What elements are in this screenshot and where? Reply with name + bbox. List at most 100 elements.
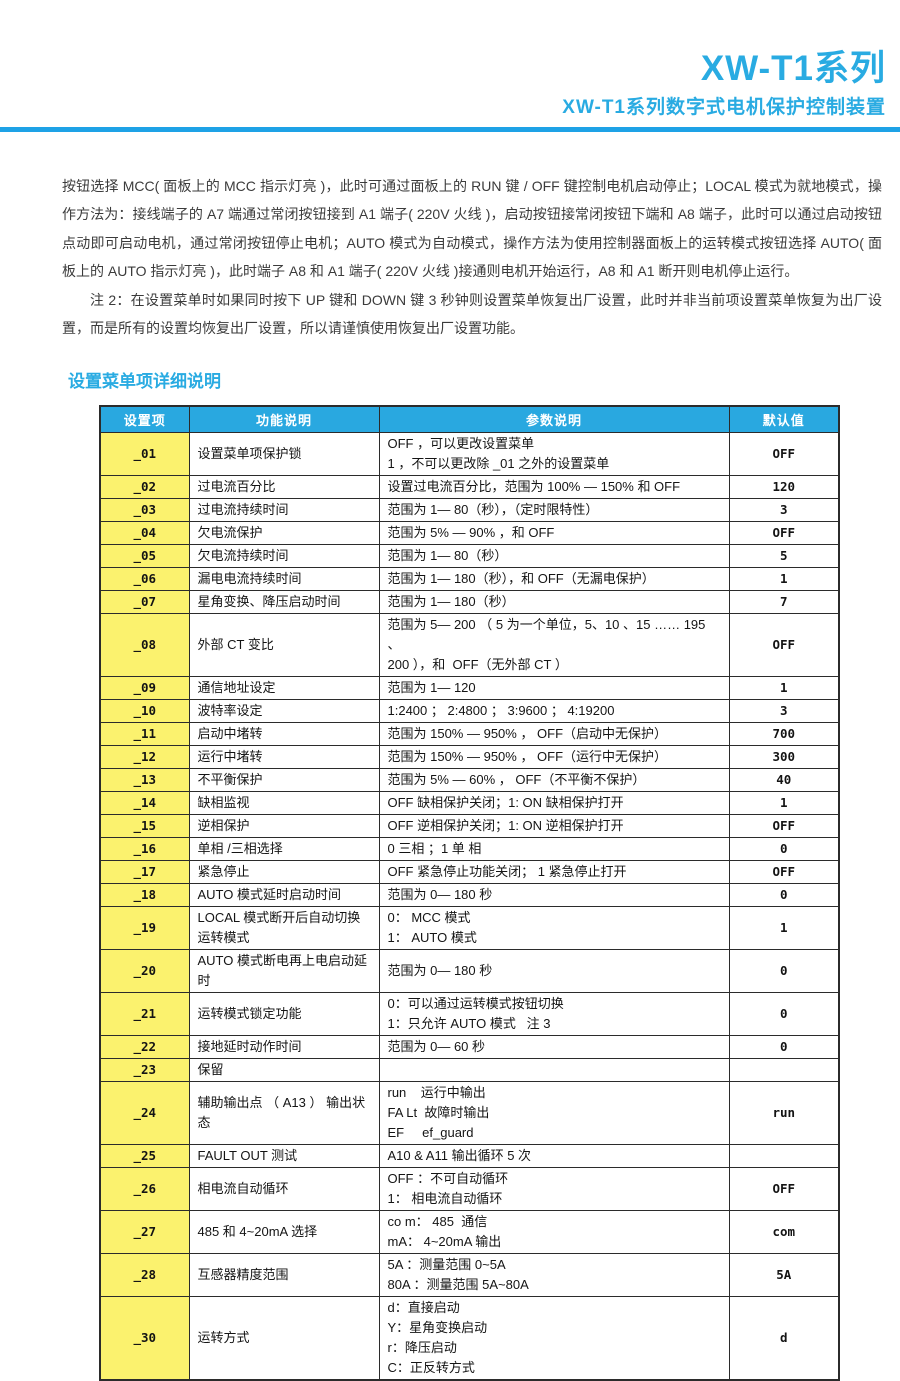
note2-paragraph: 注 2：在设置菜单时如果同时按下 UP 键和 DOWN 键 3 秒钟则设置菜单恢… bbox=[62, 291, 882, 337]
function-description-cell: 运转方式 bbox=[188, 1295, 380, 1380]
table-row: _05 欠电流持续时间 范围为 1— 80（秒） 5 bbox=[99, 543, 840, 568]
table-row: _26 相电流自动循环 OFF ：不可自动循环 1： 相电流自动循环 OFF bbox=[99, 1166, 840, 1211]
parameter-description-cell: 设置过电流百分比，范围为 100% — 150% 和 OFF bbox=[378, 474, 730, 499]
parameter-description-cell: 0 三相 ；1 单 相 bbox=[378, 836, 730, 861]
function-description-cell: 紧急停止 bbox=[188, 859, 380, 884]
setting-item-cell: _05 bbox=[99, 543, 190, 568]
table-row: _12 运行中堵转 范围为 150% — 950% ， OFF（运行中无保护） … bbox=[99, 744, 840, 769]
default-value-cell: 0 bbox=[728, 1034, 840, 1059]
default-value-cell: 0 bbox=[728, 991, 840, 1036]
col-header-setting-item: 设置项 bbox=[99, 405, 190, 433]
default-value-cell: 40 bbox=[728, 767, 840, 792]
table-body: _01 设置菜单项保护锁 OFF ，可以更改设置菜单 1 ，不可以更改除 _01… bbox=[99, 431, 840, 1380]
setting-item-cell: _01 bbox=[99, 431, 190, 476]
parameter-description-cell: 范围为 0— 180 秒 bbox=[378, 882, 730, 907]
col-header-parameters: 参数说明 bbox=[378, 405, 730, 433]
setting-item-cell: _13 bbox=[99, 767, 190, 792]
table-row: _09 通信地址设定 范围为 1— 120 1 bbox=[99, 675, 840, 700]
default-value-cell: 7 bbox=[728, 589, 840, 614]
setting-item-cell: _27 bbox=[99, 1209, 190, 1254]
table-row: _19 LOCAL 模式断开后自动切换运转模式 0： MCC 模式 1： AUT… bbox=[99, 905, 840, 950]
default-value-cell: 1 bbox=[728, 905, 840, 950]
function-description-cell: 保留 bbox=[188, 1057, 380, 1082]
table-row: _11 启动中堵转 范围为 150% — 950% ， OFF（启动中无保护） … bbox=[99, 721, 840, 746]
parameter-description-cell: 1:2400 ； 2:4800 ； 3:9600 ； 4:19200 bbox=[378, 698, 730, 723]
setting-item-cell: _30 bbox=[99, 1295, 190, 1380]
parameter-description-cell: 范围为 150% — 950% ， OFF（运行中无保护） bbox=[378, 744, 730, 769]
setting-item-cell: _18 bbox=[99, 882, 190, 907]
setting-item-cell: _22 bbox=[99, 1034, 190, 1059]
table-row: _08 外部 CT 变比 范围为 5— 200 （ 5 为一个单位，5、10 、… bbox=[99, 612, 840, 677]
setting-item-cell: _02 bbox=[99, 474, 190, 499]
parameter-description-cell: 5A ：测量范围 0~5A 80A ：测量范围 5A~80A bbox=[378, 1252, 730, 1297]
function-description-cell: 运行中堵转 bbox=[188, 744, 380, 769]
table-row: _25 FAULT OUT 测试 A10 & A11 输出循环 5 次 bbox=[99, 1143, 840, 1168]
default-value-cell: 700 bbox=[728, 721, 840, 746]
table-row: _07 星角变换、降压启动时间 范围为 1— 180（秒） 7 bbox=[99, 589, 840, 614]
table-row: _10 波特率设定 1:2400 ； 2:4800 ； 3:9600 ； 4:1… bbox=[99, 698, 840, 723]
setting-item-cell: _24 bbox=[99, 1080, 190, 1145]
parameter-description-cell: 范围为 1— 120 bbox=[378, 675, 730, 700]
setting-item-cell: _12 bbox=[99, 744, 190, 769]
setting-item-cell: _26 bbox=[99, 1166, 190, 1211]
setting-item-cell: _20 bbox=[99, 948, 190, 993]
function-description-cell: 互感器精度范围 bbox=[188, 1252, 380, 1297]
setting-item-cell: _09 bbox=[99, 675, 190, 700]
function-description-cell: 漏电电流持续时间 bbox=[188, 566, 380, 591]
table-row: _28 互感器精度范围 5A ：测量范围 0~5A 80A ：测量范围 5A~8… bbox=[99, 1252, 840, 1297]
function-description-cell: 欠电流保护 bbox=[188, 520, 380, 545]
parameter-description-cell: OFF ，可以更改设置菜单 1 ，不可以更改除 _01 之外的设置菜单 bbox=[378, 431, 730, 476]
function-description-cell: FAULT OUT 测试 bbox=[188, 1143, 380, 1168]
table-row: _03 过电流持续时间 范围为 1— 80（秒），（定时限特性） 3 bbox=[99, 497, 840, 522]
parameter-description-cell: 范围为 5% — 60% ， OFF（不平衡不保护） bbox=[378, 767, 730, 792]
setting-item-cell: _15 bbox=[99, 813, 190, 838]
setting-item-cell: _25 bbox=[99, 1143, 190, 1168]
default-value-cell bbox=[728, 1057, 840, 1082]
function-description-cell: 缺相监视 bbox=[188, 790, 380, 815]
table-row: _06 漏电电流持续时间 范围为 1— 180（秒），和 OFF（无漏电保护） … bbox=[99, 566, 840, 591]
section-title: 设置菜单项详细说明 bbox=[68, 371, 221, 391]
default-value-cell: 3 bbox=[728, 497, 840, 522]
table-row: _04 欠电流保护 范围为 5% — 90% ，和 OFF OFF bbox=[99, 520, 840, 545]
table-row: _13 不平衡保护 范围为 5% — 60% ， OFF（不平衡不保护） 40 bbox=[99, 767, 840, 792]
parameter-description-cell: 范围为 5— 200 （ 5 为一个单位，5、10 、15 …… 195 、 2… bbox=[378, 612, 730, 677]
table-row: _01 设置菜单项保护锁 OFF ，可以更改设置菜单 1 ，不可以更改除 _01… bbox=[99, 431, 840, 476]
default-value-cell: 300 bbox=[728, 744, 840, 769]
default-value-cell: 0 bbox=[728, 948, 840, 993]
table-row: _15 逆相保护 OFF 逆相保护关闭；1: ON 逆相保护打开 OFF bbox=[99, 813, 840, 838]
default-value-cell: 0 bbox=[728, 836, 840, 861]
default-value-cell: 1 bbox=[728, 566, 840, 591]
function-description-cell: 逆相保护 bbox=[188, 813, 380, 838]
default-value-cell: 3 bbox=[728, 698, 840, 723]
table-row: _24 辅助输出点 （ A13 ） 输出状态 run 运行中输出 FA Lt 故… bbox=[99, 1080, 840, 1145]
function-description-cell: 过电流持续时间 bbox=[188, 497, 380, 522]
parameter-description-cell: 范围为 150% — 950% ， OFF（启动中无保护） bbox=[378, 721, 730, 746]
parameter-description-cell: 范围为 0— 180 秒 bbox=[378, 948, 730, 993]
parameter-description-cell: OFF 缺相保护关闭；1: ON 缺相保护打开 bbox=[378, 790, 730, 815]
parameter-description-cell: OFF 紧急停止功能关闭； 1 紧急停止打开 bbox=[378, 859, 730, 884]
setting-item-cell: _04 bbox=[99, 520, 190, 545]
default-value-cell: OFF bbox=[728, 612, 840, 677]
function-description-cell: 不平衡保护 bbox=[188, 767, 380, 792]
default-value-cell: OFF bbox=[728, 813, 840, 838]
setting-item-cell: _16 bbox=[99, 836, 190, 861]
default-value-cell bbox=[728, 1143, 840, 1168]
setting-item-cell: _21 bbox=[99, 991, 190, 1036]
parameter-description-cell bbox=[378, 1057, 730, 1082]
setting-item-cell: _19 bbox=[99, 905, 190, 950]
default-value-cell: 1 bbox=[728, 790, 840, 815]
default-value-cell: 1 bbox=[728, 675, 840, 700]
function-description-cell: 星角变换、降压启动时间 bbox=[188, 589, 380, 614]
parameter-description-cell: 范围为 1— 180（秒），和 OFF（无漏电保护） bbox=[378, 566, 730, 591]
table-row: _14 缺相监视 OFF 缺相保护关闭；1: ON 缺相保护打开 1 bbox=[99, 790, 840, 815]
setting-item-cell: _06 bbox=[99, 566, 190, 591]
parameter-description-cell: OFF ：不可自动循环 1： 相电流自动循环 bbox=[378, 1166, 730, 1211]
settings-menu-table: 设置项 功能说明 参数说明 默认值 _01 设置菜单项保护锁 OFF ，可以更改… bbox=[99, 404, 840, 1381]
table-header-row: 设置项 功能说明 参数说明 默认值 bbox=[99, 405, 840, 433]
parameter-description-cell: 0：可以通过运转模式按钮切换 1：只允许 AUTO 模式 注 3 bbox=[378, 991, 730, 1036]
default-value-cell: d bbox=[728, 1295, 840, 1380]
table-row: _18 AUTO 模式延时启动时间 范围为 0— 180 秒 0 bbox=[99, 882, 840, 907]
function-description-cell: 单相 /三相选择 bbox=[188, 836, 380, 861]
function-description-cell: 启动中堵转 bbox=[188, 721, 380, 746]
default-value-cell: com bbox=[728, 1209, 840, 1254]
